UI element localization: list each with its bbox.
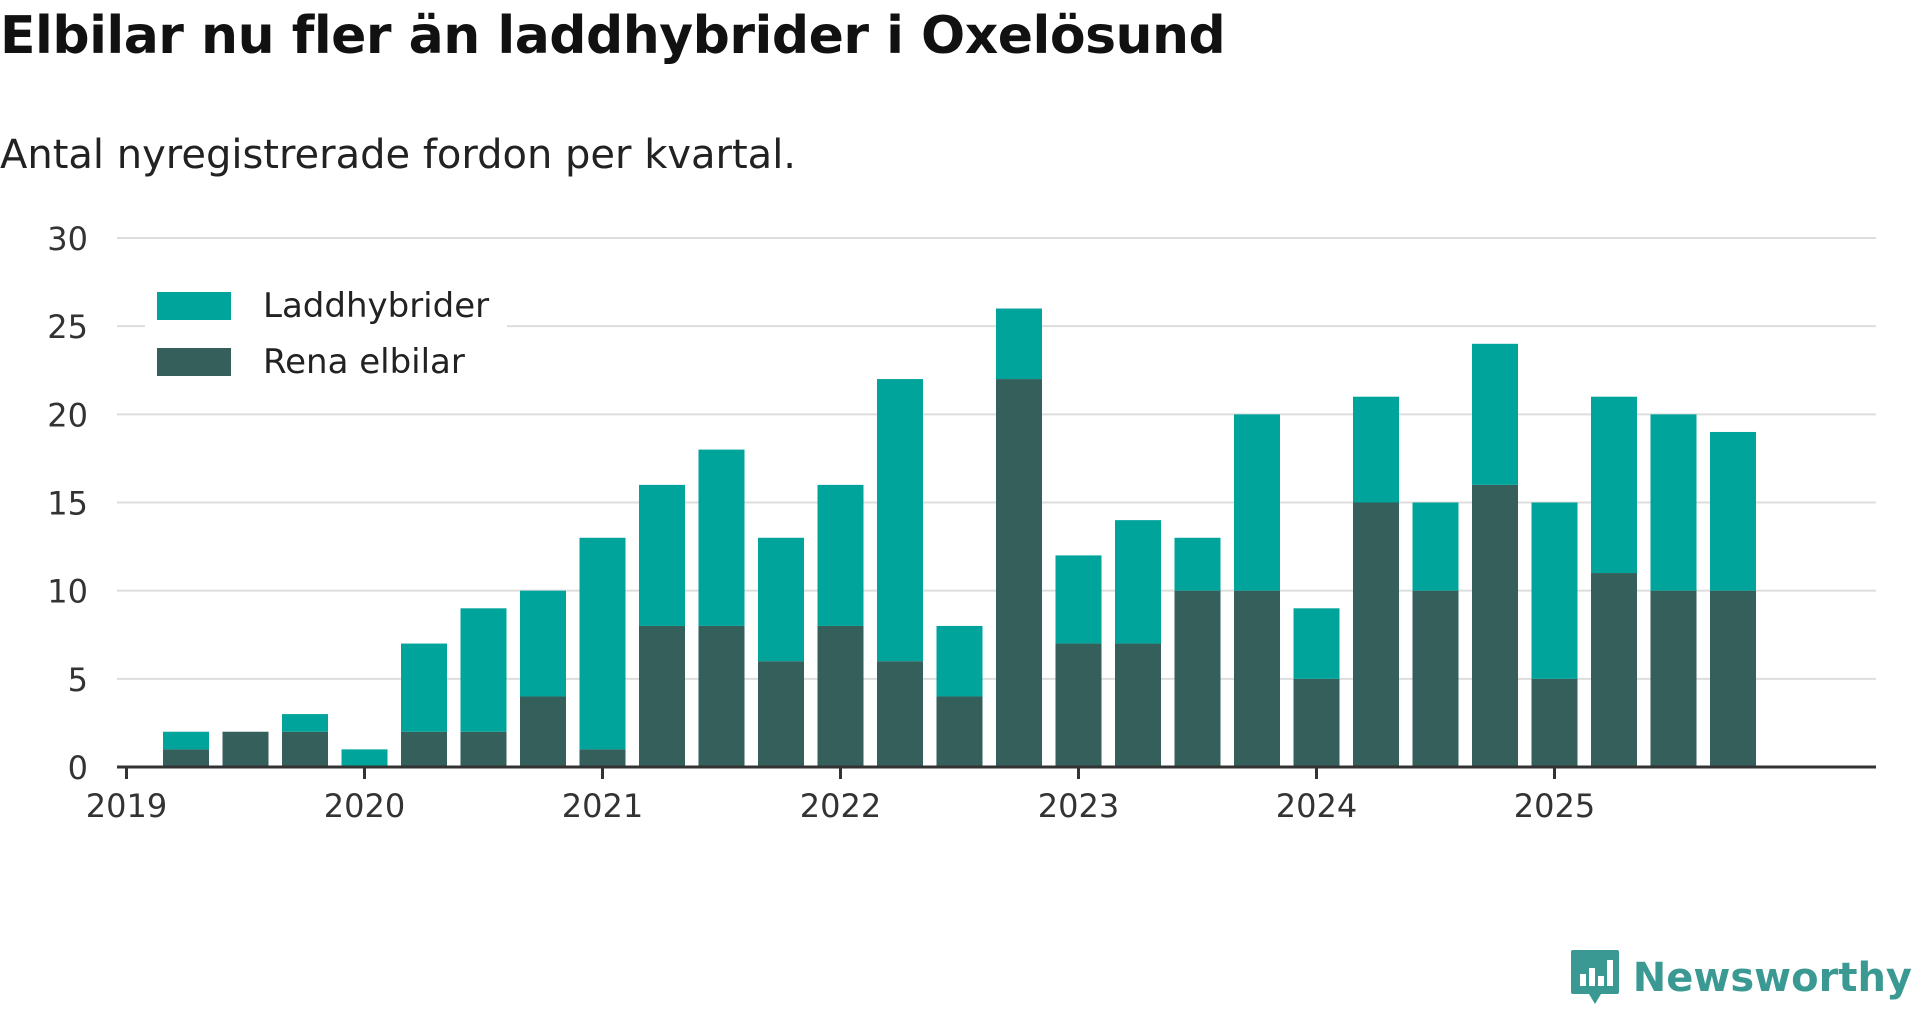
bar-rena-elbilar	[579, 749, 626, 767]
bar-rena-elbilar	[1055, 643, 1102, 767]
legend-item-rena-elbilar[interactable]: Rena elbilar	[157, 334, 489, 390]
y-tick-label: 10	[47, 573, 88, 611]
bar-rena-elbilar	[1531, 678, 1578, 767]
y-tick-label: 5	[68, 661, 88, 699]
bar-laddhybrider	[1234, 414, 1280, 591]
bar-rena-elbilar	[1591, 573, 1637, 767]
bar-rena-elbilar	[1353, 502, 1399, 767]
x-tick-label: 2024	[1276, 787, 1357, 825]
bar-laddhybrider	[1115, 520, 1161, 644]
chart-legend: Laddhybrider Rena elbilar	[145, 272, 508, 396]
bar-rena-elbilar	[520, 696, 566, 767]
bar-rena-elbilar	[817, 625, 864, 767]
y-tick-label: 30	[47, 220, 88, 258]
legend-item-laddhybrider[interactable]: Laddhybrider	[157, 278, 489, 334]
bar-rena-elbilar	[222, 731, 269, 767]
bar-laddhybrider	[936, 625, 983, 697]
x-tick-label: 2021	[562, 787, 643, 825]
bar-laddhybrider	[1412, 502, 1459, 591]
bar-rena-elbilar	[936, 696, 983, 767]
bar-laddhybrider	[341, 749, 388, 767]
bar-laddhybrider	[698, 449, 745, 626]
legend-label-rena-elbilar: Rena elbilar	[263, 342, 465, 382]
brand-name: Newsworthy	[1632, 955, 1912, 1001]
bar-rena-elbilar	[1472, 484, 1518, 767]
bar-rena-elbilar	[1234, 590, 1280, 767]
legend-swatch-rena-elbilar	[157, 348, 231, 376]
y-tick-label: 25	[47, 308, 88, 346]
bar-laddhybrider	[1472, 343, 1518, 485]
y-tick-label: 20	[47, 396, 88, 434]
y-tick-label: 15	[47, 485, 88, 523]
bar-laddhybrider	[1174, 537, 1221, 591]
bar-laddhybrider	[282, 714, 328, 732]
bar-rena-elbilar	[1412, 590, 1459, 767]
bar-rena-elbilar	[996, 379, 1042, 767]
legend-label-laddhybrider: Laddhybrider	[263, 286, 490, 326]
bar-laddhybrider	[520, 590, 566, 697]
bar-rena-elbilar	[1293, 678, 1340, 767]
newsworthy-brand[interactable]: Newsworthy	[1569, 948, 1912, 1008]
bar-laddhybrider	[579, 537, 626, 750]
x-tick-label: 2025	[1514, 787, 1595, 825]
bar-laddhybrider	[1353, 396, 1399, 503]
page-subtitle: Antal nyregistrerade fordon per kvartal.	[0, 132, 797, 178]
legend-swatch-laddhybrider	[157, 292, 231, 320]
bar-laddhybrider	[996, 308, 1042, 380]
bar-laddhybrider	[639, 484, 685, 626]
x-tick-label: 2022	[800, 787, 881, 825]
bar-rena-elbilar	[698, 625, 745, 767]
bar-rena-elbilar	[1650, 590, 1697, 767]
x-tick-label: 2019	[86, 787, 167, 825]
bar-rena-elbilar	[460, 731, 507, 767]
x-tick-label: 2020	[324, 787, 405, 825]
bar-laddhybrider	[1591, 396, 1637, 574]
bar-rena-elbilar	[163, 749, 209, 767]
bar-rena-elbilar	[1115, 643, 1161, 767]
bar-rena-elbilar	[401, 731, 447, 767]
bar-laddhybrider	[401, 643, 447, 732]
bar-laddhybrider	[1650, 414, 1697, 591]
bar-laddhybrider	[163, 731, 209, 750]
bar-laddhybrider	[877, 379, 923, 662]
bar-laddhybrider	[817, 484, 864, 626]
bar-laddhybrider	[1293, 608, 1340, 679]
bar-rena-elbilar	[758, 661, 804, 767]
bar-rena-elbilar	[1174, 590, 1221, 767]
y-tick-label: 0	[68, 749, 88, 787]
bar-laddhybrider	[1710, 431, 1756, 591]
bar-rena-elbilar	[639, 625, 685, 767]
bar-rena-elbilar	[1710, 590, 1756, 767]
bar-laddhybrider	[1531, 502, 1578, 679]
bar-laddhybrider	[460, 608, 507, 732]
x-tick-label: 2023	[1038, 787, 1119, 825]
page-title: Elbilar nu fler än laddhybrider i Oxelös…	[0, 6, 1226, 66]
bar-laddhybrider	[1055, 555, 1102, 644]
bar-laddhybrider	[758, 537, 804, 662]
bar-rena-elbilar	[282, 731, 328, 767]
newsworthy-logo-icon	[1570, 950, 1619, 1004]
bar-rena-elbilar	[877, 661, 923, 767]
